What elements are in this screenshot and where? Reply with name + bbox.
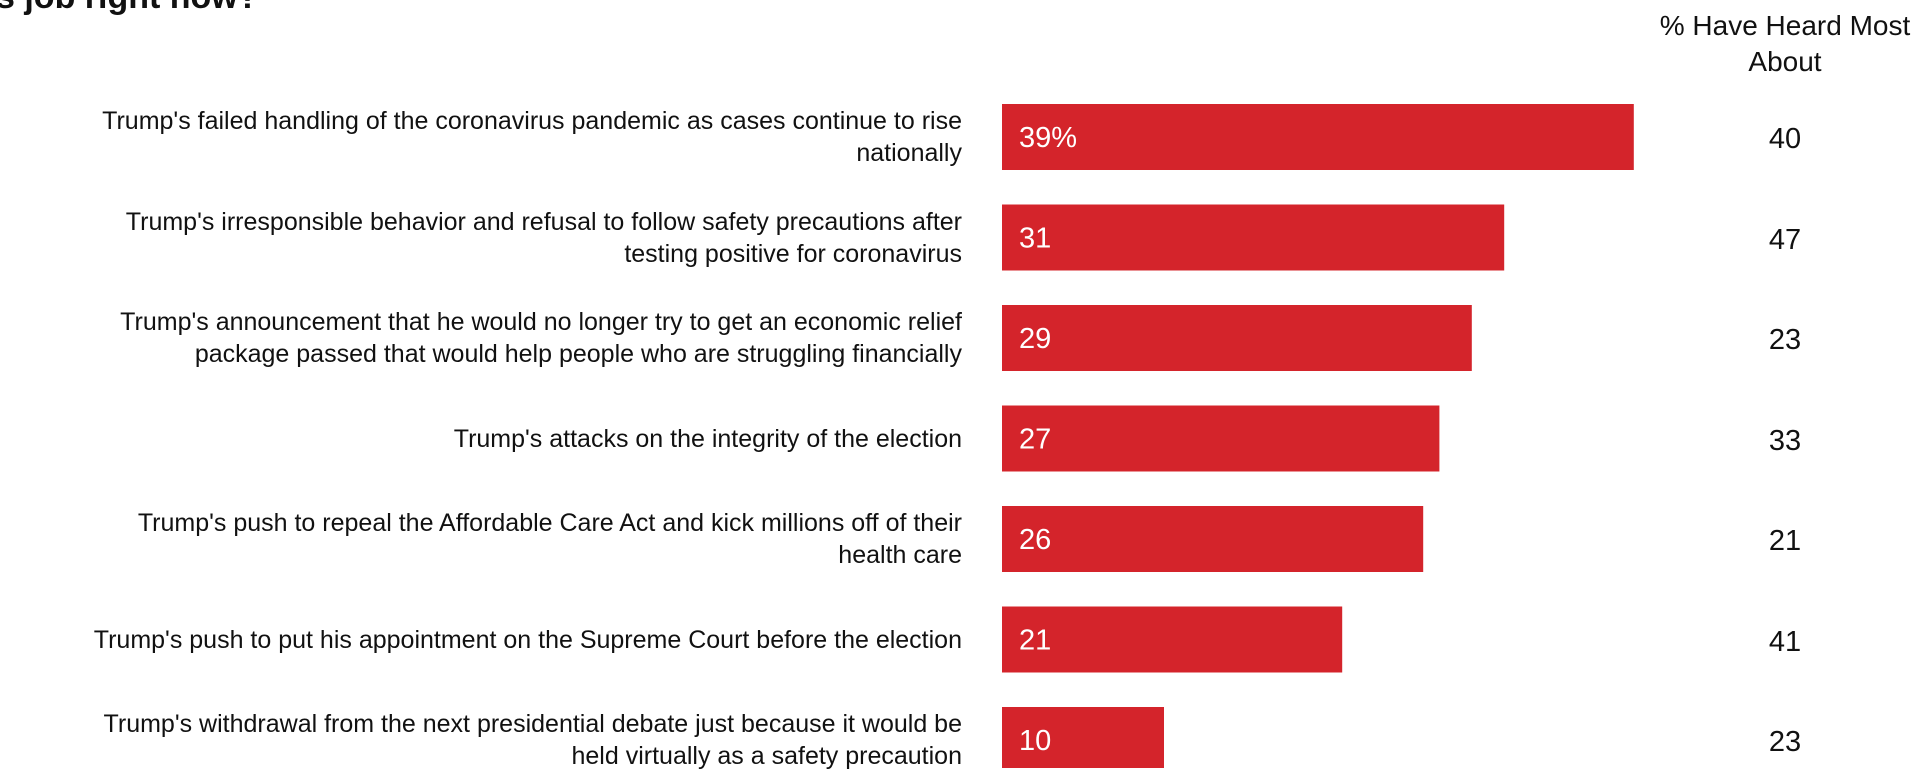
category-label-line: testing positive for coronavirus — [624, 239, 962, 268]
category-label-line: Trump's push to repeal the Affordable Ca… — [137, 509, 962, 537]
bar-3 — [1002, 305, 1472, 371]
chart-title: s job right now? — [0, 0, 259, 17]
category-label-6: Trump's push to put his appointment on t… — [0, 624, 962, 656]
heard-most-value-4: 33 — [1768, 424, 1802, 457]
bar-2 — [1002, 204, 1505, 271]
heard-most-value-3: 23 — [1768, 324, 1802, 356]
category-label-5: Trump's push to repeal the Affordable Ca… — [0, 507, 962, 571]
bar-7 — [1002, 707, 1164, 768]
bar-value-label-6: 21 — [1019, 625, 1051, 657]
category-label-4: Trump's attacks on the integrity of the … — [0, 423, 962, 455]
category-label-7: Trump's withdrawal from the next preside… — [0, 708, 962, 772]
heard-most-value-7: 23 — [1768, 726, 1802, 758]
category-label-line: Trump's withdrawal from the next preside… — [103, 710, 962, 738]
bar-4 — [1002, 405, 1440, 472]
bar-value-label-2: 31 — [1019, 223, 1051, 255]
category-label-1: Trump's failed handling of the coronavir… — [0, 105, 962, 169]
heard-most-value-2: 47 — [1768, 223, 1802, 256]
bar-value-label-4: 27 — [1019, 424, 1051, 456]
category-label-line: Trump's irresponsible behavior and refus… — [125, 207, 962, 236]
bar-value-label-1: 39% — [1019, 122, 1077, 154]
category-label-2: Trump's irresponsible behavior and refus… — [0, 206, 962, 270]
category-label-3: Trump's announcement that he would no lo… — [0, 306, 962, 370]
heard-most-value-1: 40 — [1768, 123, 1802, 155]
bar-value-label-5: 26 — [1019, 524, 1051, 556]
bar-value-label-7: 10 — [1019, 725, 1051, 757]
category-label-line: Trump's push to put his appointment on t… — [93, 625, 962, 654]
heard-most-value-6: 41 — [1768, 625, 1802, 658]
category-label-line: Trump's announcement that he would no lo… — [120, 308, 962, 336]
right-column-header: % Have Heard Most About — [1659, 10, 1911, 77]
bar-6 — [1002, 606, 1343, 673]
category-label-line: package passed that would help people wh… — [194, 340, 962, 368]
heard-most-value-5: 21 — [1768, 525, 1802, 557]
bar-1 — [1002, 104, 1634, 170]
bar-5 — [1002, 506, 1424, 572]
bar-value-label-3: 29 — [1019, 323, 1051, 355]
category-label-line: held virtually as a safety precaution — [571, 742, 963, 770]
category-label-line: Trump's failed handling of the coronavir… — [102, 107, 962, 135]
category-label-line: health care — [838, 541, 962, 569]
category-label-line: Trump's attacks on the integrity of the … — [453, 424, 962, 453]
category-label-line: nationally — [856, 139, 962, 167]
